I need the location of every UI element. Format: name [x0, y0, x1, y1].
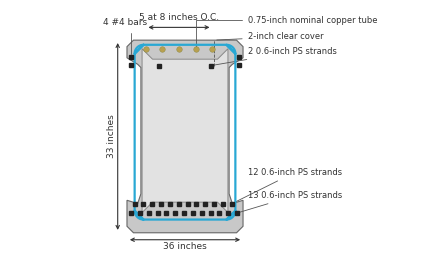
Polygon shape	[142, 49, 227, 213]
Text: 5 at 8 inches O.C.: 5 at 8 inches O.C.	[138, 13, 219, 21]
Text: 33 inches: 33 inches	[107, 114, 116, 158]
Text: 2-inch clear cover: 2-inch clear cover	[216, 32, 322, 41]
Text: 12 0.6-inch PS strands: 12 0.6-inch PS strands	[233, 168, 341, 203]
Text: 4 #4 bars: 4 #4 bars	[102, 18, 146, 54]
Polygon shape	[127, 40, 243, 233]
Text: 0.75-inch nominal copper tube: 0.75-inch nominal copper tube	[195, 16, 376, 47]
Text: 36 inches: 36 inches	[163, 242, 207, 251]
Text: 2 0.6-inch PS strands: 2 0.6-inch PS strands	[213, 47, 336, 65]
Text: 13 0.6-inch PS strands: 13 0.6-inch PS strands	[239, 191, 341, 212]
